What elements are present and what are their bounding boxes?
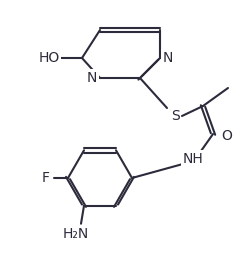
Text: N: N bbox=[87, 71, 97, 85]
Text: HO: HO bbox=[38, 51, 60, 65]
Text: O: O bbox=[222, 129, 232, 143]
Text: F: F bbox=[42, 171, 50, 185]
Text: S: S bbox=[171, 109, 179, 123]
Text: NH: NH bbox=[183, 152, 203, 166]
Text: N: N bbox=[163, 51, 173, 65]
Text: H₂N: H₂N bbox=[63, 227, 89, 241]
